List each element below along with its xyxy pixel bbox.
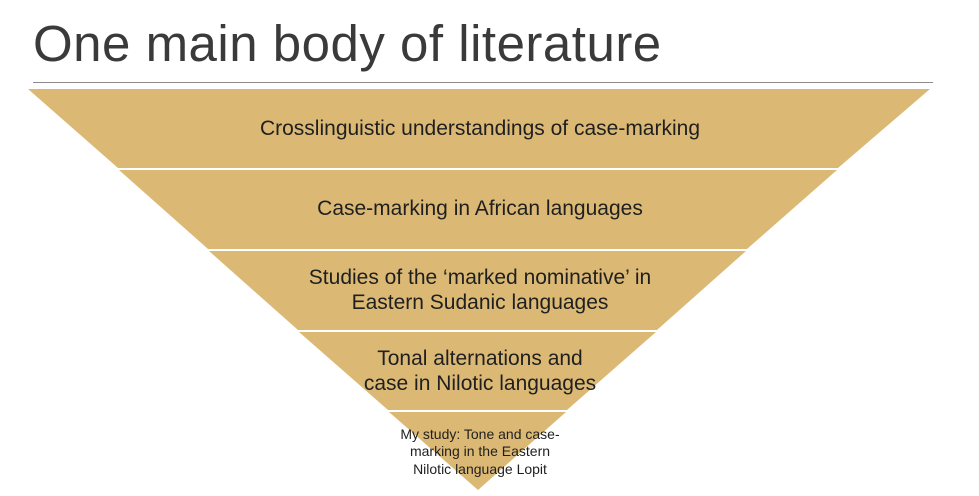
funnel-tier-2-label: Case-marking in African languages	[230, 190, 730, 228]
funnel-tier-3-label: Studies of the ‘marked nominative’ in Ea…	[300, 252, 660, 328]
funnel-tier-1-label: Crosslinguistic understandings of case-m…	[180, 110, 780, 148]
funnel-tier-5-label: My study: Tone and case-marking in the E…	[395, 414, 565, 490]
funnel-tier-4-label: Tonal alternations and case in Nilotic l…	[355, 332, 605, 410]
